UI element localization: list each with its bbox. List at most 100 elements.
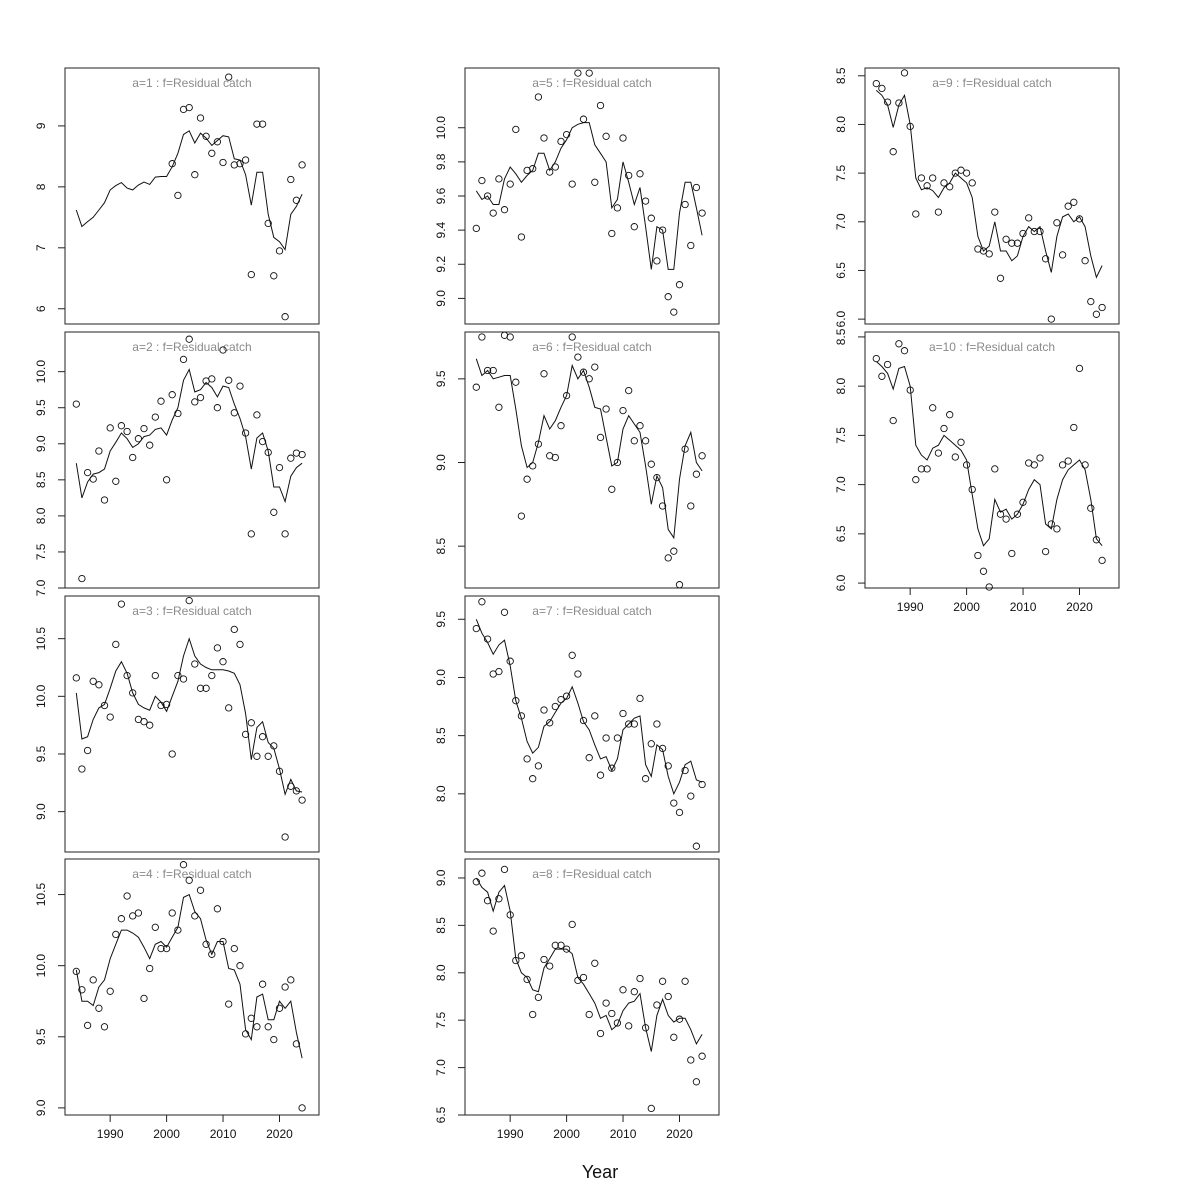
observed-point xyxy=(698,780,706,789)
observed-point xyxy=(95,681,103,689)
observed-point xyxy=(675,581,684,589)
observed-point xyxy=(900,347,909,355)
observed-point xyxy=(517,952,526,960)
observed-point xyxy=(162,944,171,953)
fitted-line xyxy=(75,130,303,251)
observed-point xyxy=(106,713,114,721)
panel-3: a=3 : f=Residual catch 9.0 9.5 10.0 10.5 xyxy=(34,595,320,853)
observed-point xyxy=(1098,556,1106,565)
observed-point xyxy=(157,944,165,953)
observed-point xyxy=(974,551,982,560)
observed-point xyxy=(1019,229,1027,238)
observed-point xyxy=(546,719,554,727)
observed-point xyxy=(895,99,903,107)
observed-point xyxy=(191,398,199,406)
x-tick-label: 2010 xyxy=(610,1127,637,1141)
observed-point xyxy=(630,988,638,996)
y-tick-label: 9.0 xyxy=(434,669,448,686)
observed-point xyxy=(264,448,272,457)
observed-point xyxy=(191,660,199,668)
observed-point xyxy=(574,69,582,77)
observed-point xyxy=(208,950,216,958)
y-tick-label: 9.5 xyxy=(34,1028,48,1045)
observed-point xyxy=(78,765,86,773)
observed-point xyxy=(202,132,210,140)
observed-point xyxy=(562,130,571,139)
observed-point xyxy=(906,386,914,394)
plot-frame xyxy=(464,595,720,853)
observed-point xyxy=(687,792,695,800)
observed-point xyxy=(1008,239,1016,247)
observed-point xyxy=(883,98,892,106)
observed-point xyxy=(517,233,526,241)
observed-point xyxy=(146,441,154,449)
y-tick-label: 10.0 xyxy=(34,360,48,384)
observed-point xyxy=(168,750,176,758)
observed-point xyxy=(934,449,943,457)
observed-point xyxy=(523,475,531,483)
observed-point xyxy=(658,502,667,510)
observed-point xyxy=(551,163,559,171)
observed-point xyxy=(83,1021,92,1030)
observed-point xyxy=(596,1029,605,1038)
observed-point xyxy=(478,333,486,341)
observed-point xyxy=(647,740,655,748)
y-tick-label: 8.5 xyxy=(34,471,48,488)
observed-point xyxy=(557,422,565,430)
observed-point xyxy=(151,413,159,421)
observed-point xyxy=(151,671,159,680)
observed-point xyxy=(551,941,559,949)
observed-point xyxy=(664,992,672,1001)
observed-point xyxy=(585,1010,593,1019)
y-tick-label: 6 xyxy=(34,305,48,312)
observed-point xyxy=(1047,520,1055,528)
observed-point xyxy=(140,424,148,433)
observed-point xyxy=(946,411,954,419)
observed-point xyxy=(568,180,576,188)
observed-point xyxy=(1019,498,1027,506)
observed-point xyxy=(219,658,227,666)
observed-point xyxy=(1064,457,1072,465)
observed-point xyxy=(472,624,480,633)
observed-point xyxy=(872,79,880,88)
observed-point xyxy=(1081,461,1089,469)
observed-point xyxy=(878,84,886,93)
observed-point xyxy=(236,962,244,970)
observed-point xyxy=(89,475,97,483)
y-tick-label: 7 xyxy=(34,244,48,251)
observed-point xyxy=(1030,227,1038,236)
observed-point xyxy=(687,1056,695,1064)
observed-point xyxy=(100,1023,109,1031)
observed-point xyxy=(1092,536,1101,544)
observed-point xyxy=(123,671,131,680)
observed-point xyxy=(929,404,937,412)
observed-point xyxy=(472,224,480,233)
observed-point xyxy=(534,93,543,101)
observed-point xyxy=(106,424,114,432)
observed-point xyxy=(568,333,576,341)
observed-point xyxy=(962,461,971,469)
observed-point xyxy=(979,567,988,575)
observed-point xyxy=(275,463,284,472)
observed-point xyxy=(241,429,250,437)
observed-point xyxy=(500,865,509,874)
observed-point xyxy=(292,787,301,795)
observed-point xyxy=(478,598,486,606)
observed-point xyxy=(670,1033,678,1041)
x-axis-label: Year xyxy=(582,1162,618,1182)
y-tick-label: 7.5 xyxy=(834,164,848,181)
observed-point xyxy=(472,878,480,886)
observed-point xyxy=(534,993,543,1002)
observed-point xyxy=(653,1001,661,1009)
observed-point xyxy=(991,465,999,473)
observed-point xyxy=(168,160,176,168)
observed-point xyxy=(996,510,1005,518)
observed-point xyxy=(625,386,633,395)
panel-title: a=2 : f=Residual catch xyxy=(132,340,251,354)
y-tick-label: 7.0 xyxy=(434,1059,448,1076)
observed-point xyxy=(957,166,965,174)
observed-point xyxy=(534,762,543,770)
observed-point xyxy=(1041,255,1050,263)
observed-point xyxy=(196,886,205,894)
observed-point xyxy=(540,370,548,378)
